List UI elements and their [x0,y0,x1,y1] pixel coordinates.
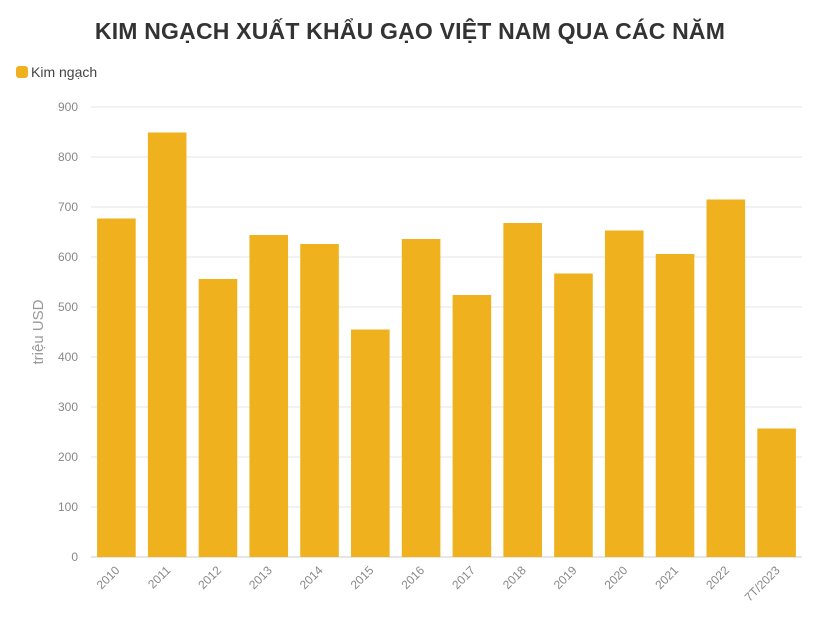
y-tick-label: 300 [58,400,78,414]
bar[interactable] [452,295,492,557]
x-tick-label: 2016 [398,563,427,592]
legend-label: Kim ngạch [31,64,98,80]
bar[interactable] [401,239,441,557]
x-tick-label: 7T/2023 [742,563,783,604]
y-tick-label: 100 [58,500,78,514]
x-tick-label: 2017 [449,563,478,592]
bar[interactable] [757,428,796,558]
bar[interactable] [97,218,136,558]
y-tick-label: 0 [71,550,78,564]
y-tick-label: 400 [58,350,78,364]
x-tick-label: 2014 [297,563,326,592]
x-tick-label: 2022 [703,563,732,592]
bar[interactable] [706,199,746,558]
legend[interactable]: Kim ngạch [16,64,97,80]
x-axis-ticks: 2010 2011 2012 2013 2014 2015 2016 2017 2018 2019… [94,563,783,604]
bar[interactable] [300,244,339,557]
bar[interactable] [655,254,695,557]
y-tick-label: 500 [58,300,78,314]
bar[interactable] [249,235,289,557]
x-tick-label: 2011 [145,563,173,591]
y-tick-label: 700 [58,200,78,214]
x-tick-label: 2015 [348,563,377,592]
x-tick-label: 2018 [500,563,529,592]
bar[interactable] [147,132,187,558]
y-tick-label: 200 [58,450,78,464]
y-tick-label: 600 [58,250,78,264]
legend-swatch [16,66,28,78]
x-tick-label: 2020 [602,563,631,592]
x-tick-label: 2013 [246,563,275,592]
x-tick-label: 2021 [652,563,681,592]
y-tick-label: 900 [58,100,78,114]
bar[interactable] [554,273,593,558]
bar[interactable] [604,230,644,558]
gridlines [91,106,802,558]
y-axis-label: triệu USD [30,299,47,364]
bars [97,132,796,558]
x-tick-label: 2019 [551,563,580,592]
x-tick-label: 2010 [94,563,123,592]
bar[interactable] [351,329,390,558]
bar[interactable] [503,223,542,557]
y-tick-label: 800 [58,150,78,164]
chart-title: KIM NGẠCH XUẤT KHẨU GẠO VIỆT NAM QUA CÁC… [94,18,726,44]
bar[interactable] [198,279,238,557]
x-tick-label: 2012 [195,563,224,592]
y-axis-ticks: 0 100 200 300 400 500 600 700 800 900 [58,100,78,564]
